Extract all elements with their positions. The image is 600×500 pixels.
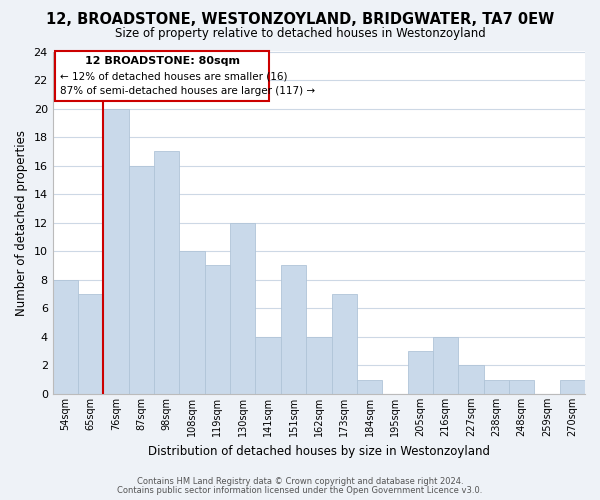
Bar — [256, 337, 281, 394]
Bar — [129, 166, 154, 394]
Bar — [306, 337, 332, 394]
Bar — [179, 251, 205, 394]
Bar — [433, 337, 458, 394]
Text: Contains HM Land Registry data © Crown copyright and database right 2024.: Contains HM Land Registry data © Crown c… — [137, 477, 463, 486]
Bar — [103, 108, 129, 394]
Bar — [509, 380, 535, 394]
Text: Size of property relative to detached houses in Westonzoyland: Size of property relative to detached ho… — [115, 28, 485, 40]
Bar — [53, 280, 78, 394]
Bar — [332, 294, 357, 394]
Text: Contains public sector information licensed under the Open Government Licence v3: Contains public sector information licen… — [118, 486, 482, 495]
Bar — [78, 294, 103, 394]
Bar — [230, 222, 256, 394]
Bar — [205, 266, 230, 394]
Text: 12 BROADSTONE: 80sqm: 12 BROADSTONE: 80sqm — [85, 56, 239, 66]
Bar — [281, 266, 306, 394]
Bar — [560, 380, 585, 394]
Bar — [484, 380, 509, 394]
Y-axis label: Number of detached properties: Number of detached properties — [15, 130, 28, 316]
Bar — [154, 152, 179, 394]
Bar — [458, 366, 484, 394]
FancyBboxPatch shape — [55, 51, 269, 102]
Bar — [407, 351, 433, 394]
Text: 87% of semi-detached houses are larger (117) →: 87% of semi-detached houses are larger (… — [60, 86, 315, 96]
X-axis label: Distribution of detached houses by size in Westonzoyland: Distribution of detached houses by size … — [148, 444, 490, 458]
Text: ← 12% of detached houses are smaller (16): ← 12% of detached houses are smaller (16… — [60, 72, 287, 82]
Text: 12, BROADSTONE, WESTONZOYLAND, BRIDGWATER, TA7 0EW: 12, BROADSTONE, WESTONZOYLAND, BRIDGWATE… — [46, 12, 554, 28]
Bar — [357, 380, 382, 394]
